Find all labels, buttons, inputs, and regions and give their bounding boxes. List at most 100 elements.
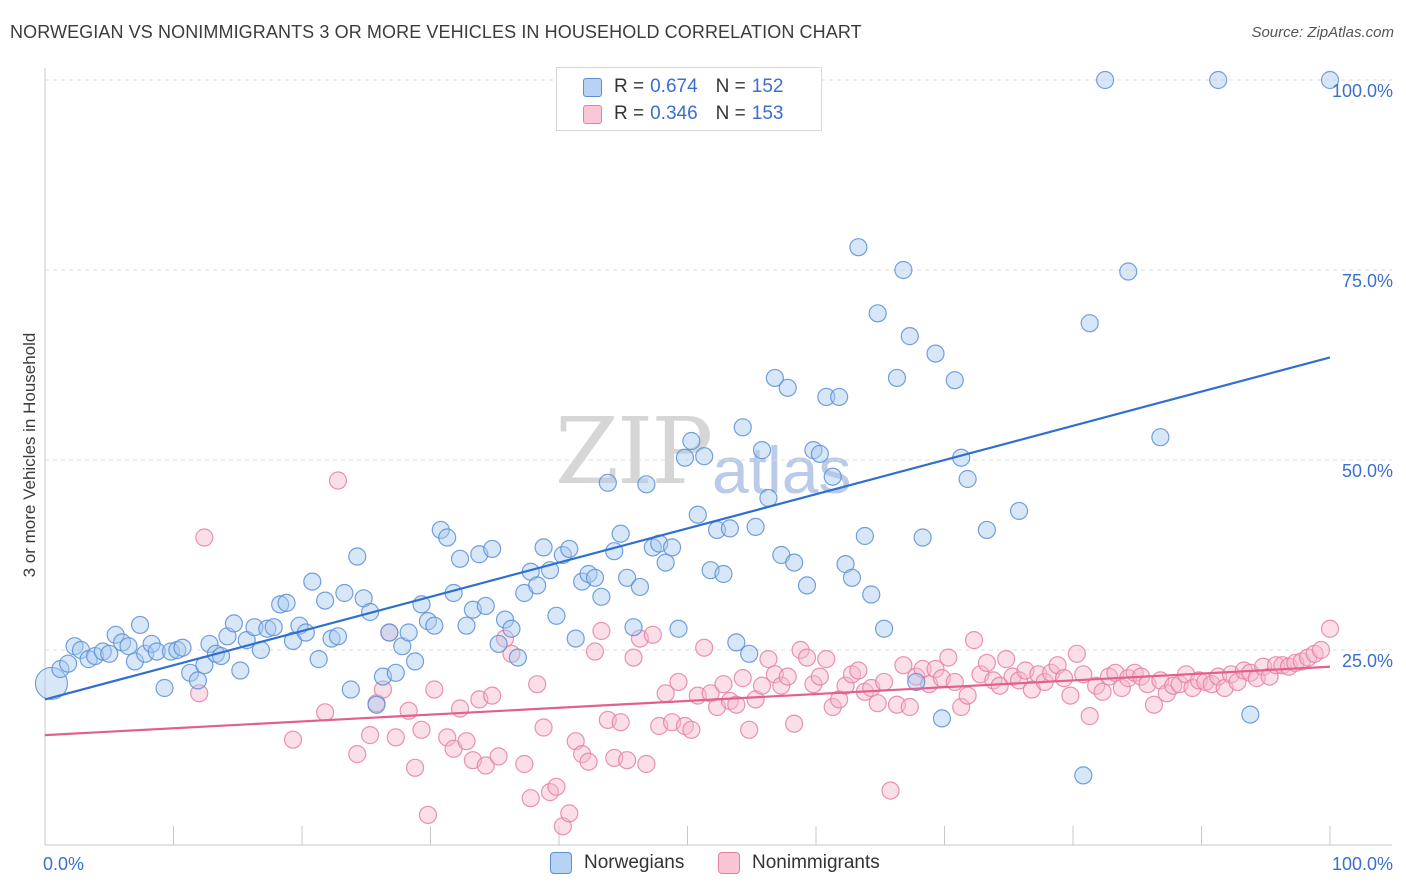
correlation-legend: R = 0.674 N = 152 R = 0.346 N = 153 [556, 67, 822, 131]
norwegian-point [720, 519, 740, 538]
legend-item-nonimmigrants: Nonimmigrants [718, 852, 880, 874]
norwegian-point [1151, 428, 1170, 447]
norwegian-point [508, 648, 527, 667]
legend-item-norwegians: Norwegians [550, 852, 684, 874]
norwegian-point [258, 619, 277, 638]
norwegian-point [830, 387, 849, 407]
norwegian-point [224, 614, 243, 633]
nonimmigrant-point [515, 754, 534, 774]
norwegian-point [271, 595, 290, 614]
norwegian-point [566, 629, 585, 648]
source-credit: Source: ZipAtlas.com [1251, 24, 1394, 41]
legend-r-label: R = [614, 76, 645, 97]
norwegian-point [34, 666, 69, 701]
norwegian-point [862, 585, 881, 604]
norwegian-point [438, 528, 457, 547]
legend-row-norwegians: R = 0.674 N = 152 [583, 75, 783, 99]
norwegian-point [675, 448, 695, 467]
norwegian-point [119, 637, 138, 656]
norwegian-point [200, 634, 219, 654]
nonimmigrant-point [483, 686, 502, 705]
nonimmigrant-point [964, 631, 984, 650]
norwegian-point [502, 619, 521, 638]
nonimmigrant-point [817, 650, 836, 669]
legend-swatch-blue [550, 852, 572, 874]
nonimmigrant-point [560, 804, 579, 823]
legend-label-norwegians: Norwegians [584, 852, 685, 873]
nonimmigrant-point [823, 697, 842, 717]
norwegian-point [386, 663, 405, 682]
norwegian-point [746, 517, 765, 536]
norwegian-point [1074, 766, 1093, 785]
norwegian-point [125, 652, 145, 671]
norwegian-point [303, 572, 322, 591]
nonimmigrant-point [637, 754, 656, 774]
norwegian-point [714, 564, 733, 584]
norwegian-point [611, 524, 630, 543]
legend-swatch-pink [583, 104, 602, 124]
norwegian-point [656, 553, 675, 572]
norwegian-point [136, 644, 155, 663]
norwegian-point [797, 576, 817, 595]
nonimmigrant-point [195, 528, 214, 547]
nonimmigrant-point [682, 720, 701, 739]
nonimmigrant-point [521, 789, 540, 808]
norwegian-point [894, 260, 913, 280]
norwegian-point [810, 444, 829, 464]
norwegian-point [585, 568, 605, 587]
norwegian-point [1096, 70, 1115, 90]
nonimmigrant-point [328, 471, 348, 490]
norwegian-point [399, 623, 418, 642]
legend-swatch-blue [583, 77, 602, 97]
nonimmigrant-point [489, 747, 508, 766]
nonimmigrant-point [425, 680, 444, 699]
nonimmigrant-point [881, 781, 900, 800]
series-norwegians [34, 70, 1340, 785]
norwegian-point [483, 539, 502, 559]
norwegian-point [450, 549, 470, 568]
nonimmigrant-point [952, 697, 971, 717]
norwegian-point [59, 654, 78, 673]
norwegian-point [1209, 70, 1228, 90]
nonimmigrant-point [733, 669, 752, 688]
nonimmigrant-point [875, 672, 894, 692]
norwegian-point [147, 642, 166, 661]
nonimmigrant-point [547, 777, 566, 796]
legend-row-nonimmigrants: R = 0.346 N = 153 [583, 102, 783, 126]
norwegian-point [945, 371, 964, 390]
norwegian-point [932, 709, 952, 728]
norwegian-point [733, 418, 752, 437]
nonimmigrant-point [759, 650, 778, 669]
norwegian-point [130, 615, 150, 635]
nonimmigrant-point [579, 752, 598, 771]
nonimmigrant-point [778, 667, 797, 686]
norwegian-point [1320, 70, 1340, 90]
nonimmigrant-point [1093, 682, 1112, 701]
nonimmigrant-point [1144, 695, 1164, 714]
norwegian-point [887, 368, 907, 388]
norwegian-point [335, 583, 354, 603]
nonimmigrant-point [1260, 667, 1279, 686]
nonimmigrant-point [534, 718, 553, 737]
legend-swatch-pink [718, 852, 740, 874]
norwegian-point [740, 644, 759, 663]
nonimmigrant-point [900, 697, 919, 717]
norwegian-point [778, 378, 797, 397]
norwegian-point [598, 473, 617, 492]
norwegian-point [817, 387, 836, 407]
nonimmigrant-point [386, 728, 405, 747]
y-tick-label: 100.0% [1332, 81, 1393, 101]
nonimmigrant-point [1067, 644, 1086, 663]
y-tick-label: 25.0% [1342, 651, 1393, 671]
norwegian-point [560, 539, 579, 559]
norwegian-point [534, 538, 553, 557]
nonimmigrant-point [740, 720, 759, 739]
nonimmigrant-point [457, 732, 476, 751]
nonimmigrant-point [997, 650, 1016, 669]
norwegian-point [913, 528, 932, 547]
nonimmigrant-point [939, 648, 958, 667]
nonimmigrant-point [438, 728, 457, 747]
norwegian-point [1241, 705, 1260, 724]
norwegian-point [759, 488, 778, 508]
norwegian-point [181, 663, 200, 682]
